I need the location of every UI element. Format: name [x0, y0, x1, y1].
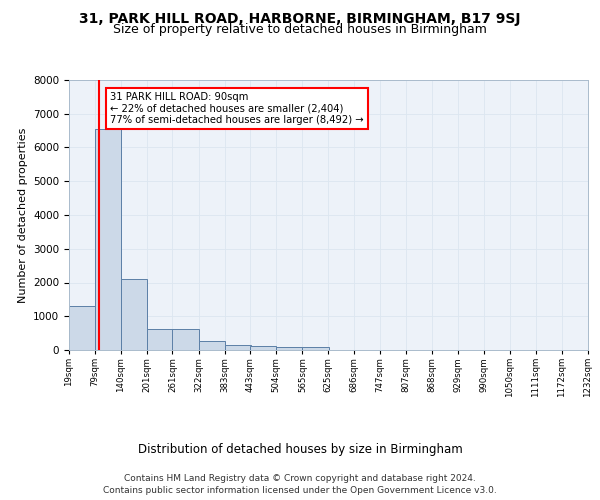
- Bar: [147, 329, 173, 350]
- Bar: [277, 348, 302, 350]
- Text: 31 PARK HILL ROAD: 90sqm
← 22% of detached houses are smaller (2,404)
77% of sem: 31 PARK HILL ROAD: 90sqm ← 22% of detach…: [110, 92, 364, 125]
- Bar: [199, 341, 224, 350]
- Y-axis label: Number of detached properties: Number of detached properties: [17, 128, 28, 302]
- Bar: [172, 329, 199, 350]
- Text: 31, PARK HILL ROAD, HARBORNE, BIRMINGHAM, B17 9SJ: 31, PARK HILL ROAD, HARBORNE, BIRMINGHAM…: [79, 12, 521, 26]
- Bar: [250, 346, 277, 350]
- Text: Size of property relative to detached houses in Birmingham: Size of property relative to detached ho…: [113, 22, 487, 36]
- Bar: [302, 348, 329, 350]
- Bar: [95, 129, 121, 350]
- Text: Contains HM Land Registry data © Crown copyright and database right 2024.
Contai: Contains HM Land Registry data © Crown c…: [103, 474, 497, 495]
- Text: Distribution of detached houses by size in Birmingham: Distribution of detached houses by size …: [137, 442, 463, 456]
- Bar: [224, 346, 251, 350]
- Bar: [121, 280, 147, 350]
- Bar: [69, 306, 95, 350]
